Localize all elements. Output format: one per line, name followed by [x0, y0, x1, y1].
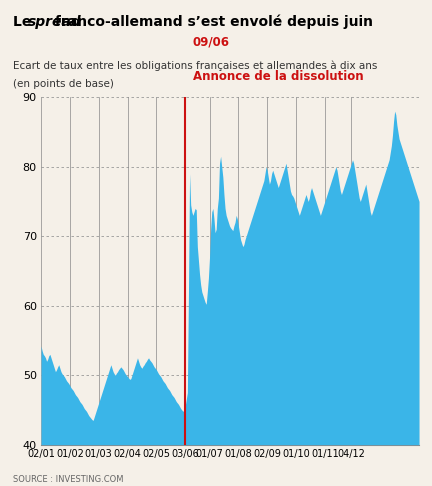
Text: franco-allemand s’est envolé depuis juin: franco-allemand s’est envolé depuis juin — [50, 15, 373, 29]
Text: (en points de base): (en points de base) — [13, 79, 114, 89]
Text: Le: Le — [13, 15, 36, 29]
Text: SOURCE : INVESTING.COM: SOURCE : INVESTING.COM — [13, 474, 124, 484]
Text: Ecart de taux entre les obligations françaises et allemandes à dix ans: Ecart de taux entre les obligations fran… — [13, 61, 377, 71]
Text: 09/06: 09/06 — [193, 35, 230, 49]
Text: Annonce de la dissolution: Annonce de la dissolution — [193, 70, 363, 83]
Text: spread: spread — [28, 15, 82, 29]
